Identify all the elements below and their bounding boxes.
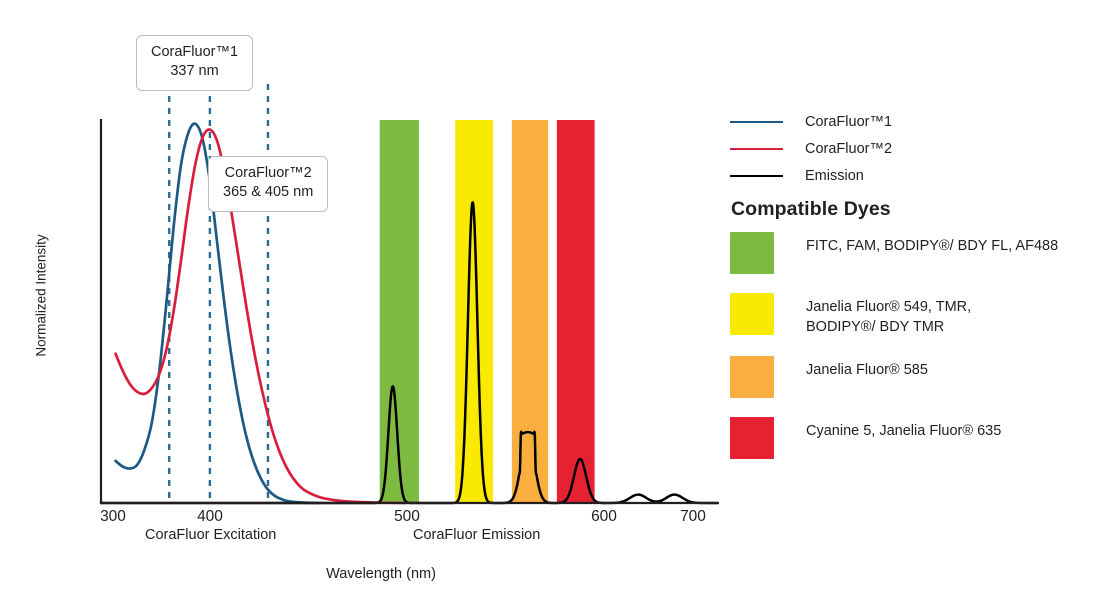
dye-label-2-line1: Janelia Fluor® 585	[806, 362, 928, 378]
dye-band-2	[511, 120, 549, 503]
dye-row-3: Cyanine 5, Janelia Fluor® 635	[730, 417, 1105, 459]
spectra-plot-svg	[99, 84, 719, 505]
x-axis-title: Wavelength (nm)	[326, 566, 436, 582]
dye-label-1-line1: Janelia Fluor® 549, TMR,	[806, 299, 972, 315]
callout-2-line1: CoraFluor™2	[224, 165, 312, 181]
dye-row-2: Janelia Fluor® 585	[730, 356, 1105, 398]
dye-band-3	[556, 120, 595, 503]
dye-color-swatch-0	[730, 232, 774, 274]
series-legend-list: CoraFluor™1 CoraFluor™2 Emission	[730, 108, 1100, 189]
legend-line-swatch-1	[730, 147, 783, 150]
callout-corafluor-2: CoraFluor™2 365 & 405 nm	[208, 156, 329, 213]
legend-label-1: CoraFluor™2	[805, 140, 893, 157]
dye-label-1-line2: BODIPY®/ BDY TMR	[806, 319, 945, 335]
compatible-dye-bands	[379, 120, 595, 503]
dye-band-1	[455, 120, 493, 503]
x-tick-label-300: 300	[100, 508, 126, 525]
excitation-wavelength-markers	[168, 84, 270, 503]
x-tick-label-500: 500	[394, 508, 420, 525]
x-tick-label-400: 400	[197, 508, 223, 525]
legend-label-2: Emission	[805, 167, 864, 184]
dye-label-2: Janelia Fluor® 585	[806, 356, 928, 380]
dye-label-0: FITC, FAM, BODIPY®/ BDY FL, AF488	[806, 232, 1058, 256]
callout-corafluor-1: CoraFluor™1 337 nm	[136, 35, 254, 92]
dye-label-1: Janelia Fluor® 549, TMR, BODIPY®/ BDY TMR	[806, 293, 971, 337]
dye-row-0: FITC, FAM, BODIPY®/ BDY FL, AF488	[730, 232, 1105, 274]
callout-1-line2: 337 nm	[170, 63, 219, 80]
legend-panel: CoraFluor™1 CoraFluor™2 Emission Compatibl…	[730, 0, 1110, 612]
dye-label-0-line1: FITC, FAM, BODIPY®/ BDY FL, AF488	[806, 238, 1059, 254]
plot-axes	[99, 119, 718, 505]
emission-range-label: CoraFluor Emission	[413, 527, 541, 543]
dye-band-0	[379, 120, 419, 503]
x-tick-label-600: 600	[591, 508, 617, 525]
x-tick-label-700: 700	[680, 508, 706, 525]
compatible-dyes-heading: Compatible Dyes	[731, 198, 891, 220]
dye-color-swatch-2	[730, 356, 774, 398]
excitation-range-label: CoraFluor Excitation	[145, 527, 277, 543]
legend-row-1: CoraFluor™2	[730, 135, 1100, 162]
legend-row-2: Emission	[730, 162, 1100, 189]
callout-2-line2: 365 & 405 nm	[223, 184, 314, 201]
dye-label-3-line1: Cyanine 5, Janelia Fluor® 635	[806, 423, 1002, 439]
dye-label-3: Cyanine 5, Janelia Fluor® 635	[806, 417, 1001, 441]
callout-1-line1: CoraFluor™1	[151, 44, 239, 60]
legend-label-0: CoraFluor™1	[805, 113, 893, 130]
legend-line-swatch-2	[730, 174, 783, 177]
dye-color-swatch-3	[730, 417, 774, 459]
legend-row-0: CoraFluor™1	[730, 108, 1100, 135]
dye-row-1: Janelia Fluor® 549, TMR, BODIPY®/ BDY TMR	[730, 293, 1105, 337]
dye-color-swatch-1	[730, 293, 774, 335]
legend-line-swatch-0	[730, 120, 783, 123]
compatible-dyes-list: FITC, FAM, BODIPY®/ BDY FL, AF488 Janelia…	[730, 232, 1105, 478]
y-axis-title: Normalized Intensity	[33, 234, 49, 357]
plot-area: 300 400 500 600 700 CoraFluor Excitation…	[33, 35, 719, 582]
